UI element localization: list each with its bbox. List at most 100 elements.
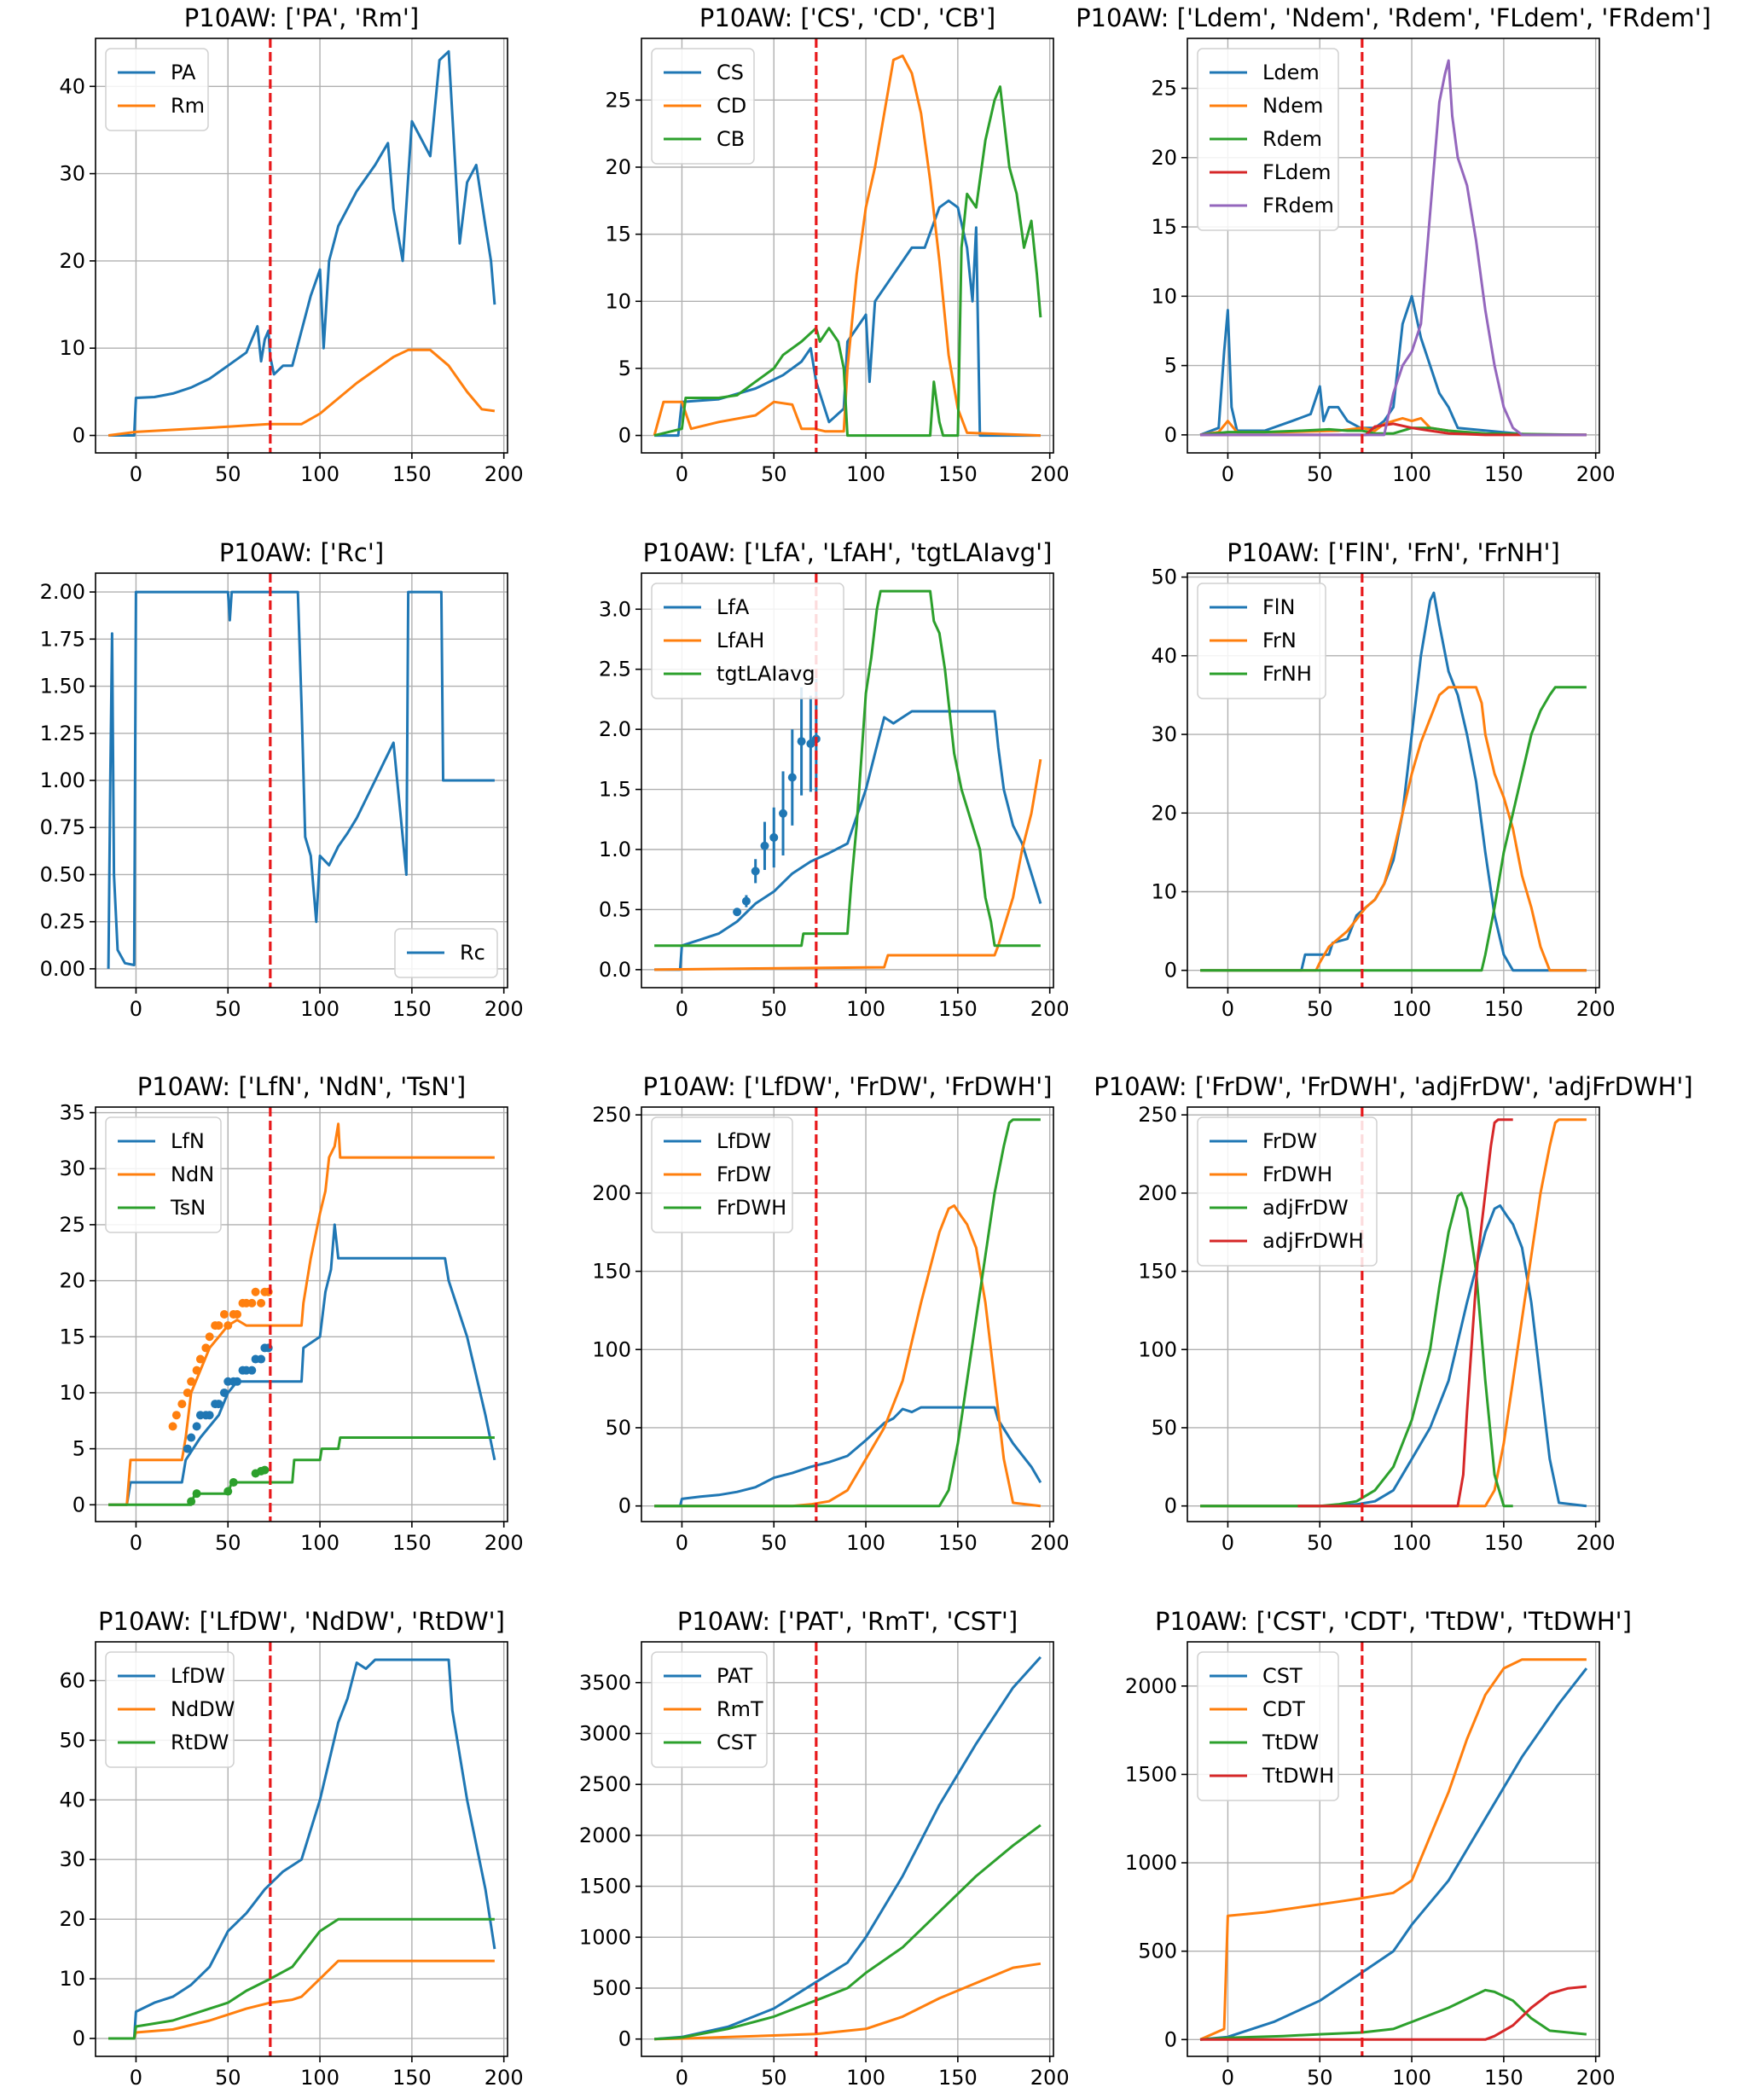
legend-label: CD <box>717 94 746 118</box>
x-tick-label: 50 <box>1307 997 1333 1021</box>
legend-box <box>651 583 844 699</box>
data-point <box>257 1354 266 1364</box>
y-tick-label: 10 <box>59 336 85 360</box>
data-point <box>247 1298 257 1308</box>
x-tick-label: 200 <box>1576 462 1616 486</box>
data-point <box>229 1478 238 1487</box>
data-point <box>187 1433 196 1442</box>
y-tick-label: 0 <box>1164 1494 1177 1518</box>
data-point <box>205 1411 214 1420</box>
legend-label: LfN <box>171 1129 205 1153</box>
y-tick-label: 100 <box>1138 1337 1177 1361</box>
y-tick-label: 2.0 <box>599 717 631 741</box>
y-tick-label: 40 <box>59 74 85 98</box>
legend-label: FrDW <box>717 1163 771 1186</box>
y-tick-label: 30 <box>1151 722 1177 746</box>
x-tick-label: 200 <box>1576 1531 1616 1555</box>
series-line <box>654 1824 1042 2041</box>
data-point <box>233 1310 242 1319</box>
plot-area <box>1200 1118 1587 1508</box>
y-tick-label: 0 <box>73 2027 85 2050</box>
y-tick-label: 0.25 <box>40 910 85 934</box>
series-line <box>654 1406 1042 1508</box>
x-tick-label: 150 <box>938 2066 978 2090</box>
series-line <box>1200 1988 1587 2041</box>
data-point <box>214 1321 223 1331</box>
y-tick-label: 3.0 <box>599 597 631 621</box>
x-tick-label: 150 <box>938 1531 978 1555</box>
x-tick-label: 0 <box>676 997 688 1021</box>
legend-label: PA <box>171 61 196 84</box>
series-line <box>654 759 1042 971</box>
chart-panel: 0 50 100 150 200 0 5 10 15 20 25 P10AW: ['CS', 'CD'… <box>605 3 1069 486</box>
y-tick-label: 5 <box>73 1437 85 1461</box>
y-tick-label: 1.50 <box>40 675 85 699</box>
legend-box <box>1197 583 1326 699</box>
chart-panel: 0 50 100 150 200 0 10 20 30 40 50 P10AW: ['FlN', 'F… <box>1151 538 1615 1021</box>
axes-frame <box>641 572 1054 989</box>
y-tick-label: 0.00 <box>40 957 85 981</box>
chart-title: P10AW: ['CS', 'CD', 'CB'] <box>699 3 995 32</box>
x-tick-label: 100 <box>846 462 885 486</box>
y-tick-label: 3000 <box>579 1721 631 1745</box>
y-tick-label: 1.0 <box>599 838 631 861</box>
y-tick-label: 10 <box>605 289 631 313</box>
y-tick-label: 15 <box>1151 215 1177 239</box>
legend-label: CST <box>717 1731 757 1754</box>
chart-panel: 0 50 100 150 200 0.00 0.25 0.50 0.75 1.00 1.25 1.50… <box>40 538 524 1021</box>
y-tick-label: 0.0 <box>599 958 631 982</box>
y-tick-label: 20 <box>1151 801 1177 825</box>
chart-title: P10AW: ['LfN', 'NdN', 'TsN'] <box>137 1072 467 1101</box>
series-line <box>1200 59 1587 437</box>
chart-title: P10AW: ['LfDW', 'NdDW', 'RtDW'] <box>98 1607 505 1636</box>
x-tick-label: 50 <box>761 2066 787 2090</box>
x-tick-label: 150 <box>938 462 978 486</box>
chart-title: P10AW: ['PAT', 'RmT', 'CST'] <box>677 1607 1018 1636</box>
x-tick-label: 150 <box>1484 1531 1523 1555</box>
data-point <box>177 1400 187 1409</box>
y-tick-label: 30 <box>59 1847 85 1871</box>
legend-label: RtDW <box>171 1731 229 1754</box>
x-tick-label: 100 <box>300 997 339 1021</box>
y-tick-label: 30 <box>59 1157 85 1180</box>
series-line <box>654 1204 1042 1508</box>
legend-label: TsN <box>170 1196 206 1220</box>
y-tick-label: 0 <box>618 1494 631 1518</box>
x-tick-label: 0 <box>676 1531 688 1555</box>
y-tick-label: 1000 <box>1125 1851 1177 1875</box>
plot-area <box>1199 59 1587 437</box>
series-line <box>654 710 1042 971</box>
x-tick-label: 100 <box>1392 462 1431 486</box>
legend: Ldem Ndem Rdem FLdem FRdem <box>1197 48 1339 231</box>
x-tick-label: 0 <box>1221 2066 1234 2090</box>
legend-label: Rc <box>460 941 485 965</box>
legend-label: CDT <box>1262 1697 1305 1721</box>
x-tick-label: 0 <box>130 1531 142 1555</box>
data-point <box>187 1497 196 1506</box>
y-tick-label: 50 <box>59 1728 85 1752</box>
y-tick-label: 0.50 <box>40 862 85 886</box>
y-tick-label: 5 <box>1164 354 1177 378</box>
x-tick-label: 0 <box>1221 1531 1234 1555</box>
y-tick-label: 2.5 <box>599 658 631 681</box>
x-tick-label: 50 <box>1307 462 1333 486</box>
y-tick-label: 20 <box>1151 146 1177 170</box>
chart-title: P10AW: ['LfDW', 'FrDW', 'FrDWH'] <box>642 1072 1052 1101</box>
data-point <box>214 1400 223 1409</box>
legend-box <box>394 928 498 978</box>
series-line <box>1200 1204 1587 1508</box>
legend-label: LfDW <box>171 1664 225 1688</box>
legend-label: FlN <box>1262 595 1295 619</box>
x-tick-label: 0 <box>676 2066 688 2090</box>
x-tick-label: 0 <box>130 462 142 486</box>
axes-frame <box>641 1106 1054 1522</box>
x-tick-label: 200 <box>1030 2066 1070 2090</box>
x-tick-label: 200 <box>485 462 524 486</box>
y-tick-label: 500 <box>592 1976 631 2000</box>
axes-frame <box>641 1641 1054 2057</box>
data-point <box>733 907 742 917</box>
legend-label: TtDW <box>1262 1731 1319 1754</box>
data-point <box>192 1489 201 1499</box>
y-tick-label: 20 <box>605 155 631 179</box>
